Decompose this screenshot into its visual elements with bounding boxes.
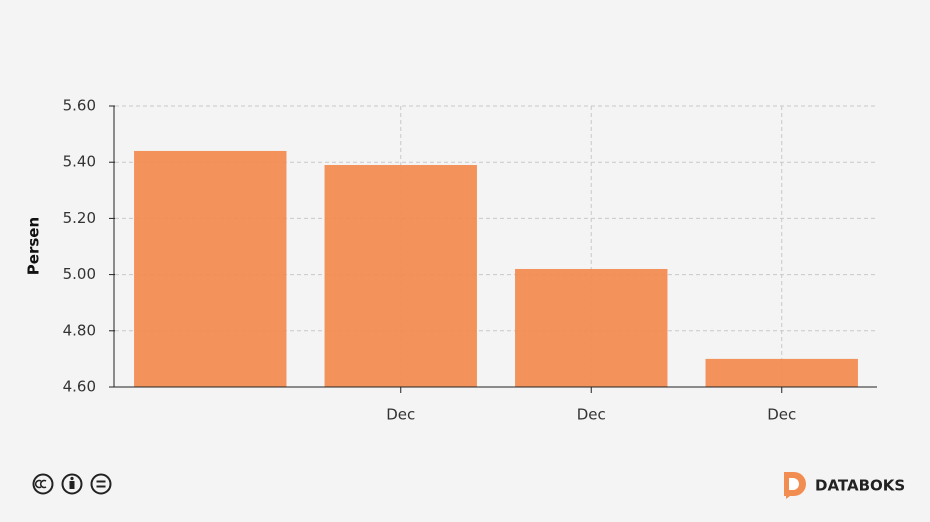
bar — [324, 165, 477, 387]
brand-name: DATABOKS — [815, 477, 905, 495]
y-tick-label: 5.00 — [63, 265, 96, 283]
bar — [134, 150, 287, 387]
y-tick-label: 4.80 — [63, 321, 96, 339]
x-tick-label: Dec — [386, 406, 415, 424]
license-icons — [32, 473, 112, 495]
y-tick-label: 5.60 — [63, 97, 96, 115]
brand-logo: DATABOKS — [784, 472, 905, 499]
plot-area: 4.60 4.80 5.00 5.20 5.40 5.60 Dec Dec Dec — [63, 97, 877, 424]
bar — [705, 358, 858, 387]
x-tick-label: Dec — [577, 406, 606, 424]
y-tick-label: 5.40 — [63, 153, 96, 171]
x-tick-label: Dec — [767, 406, 796, 424]
bar — [515, 268, 668, 387]
y-axis-title: Persen — [25, 217, 43, 275]
y-tick-label: 4.60 — [63, 378, 96, 396]
y-tick-label: 5.20 — [63, 209, 96, 227]
